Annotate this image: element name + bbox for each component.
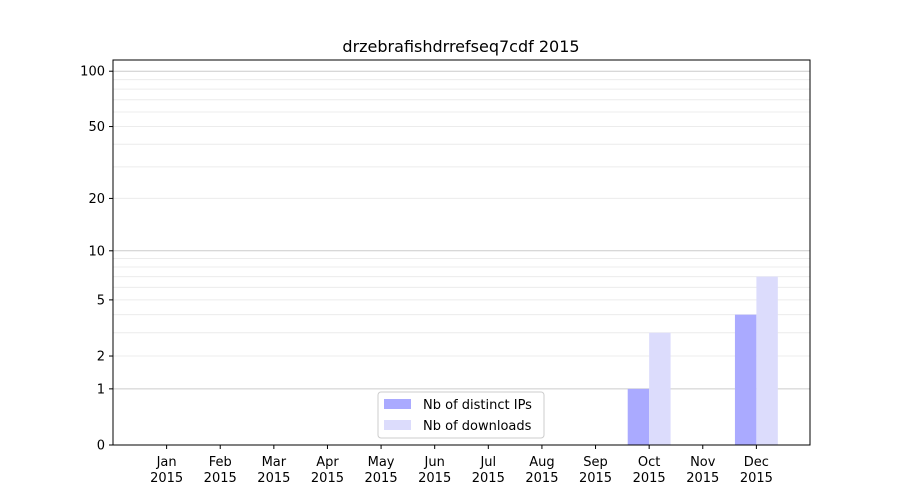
bar-downloads — [756, 276, 778, 445]
bars — [627, 276, 778, 445]
y-tick-label: 20 — [88, 192, 105, 207]
x-tick-label: 2015 — [740, 471, 773, 486]
y-tick-label: 2 — [97, 350, 105, 365]
y-tick-label: 100 — [80, 65, 105, 80]
x-tick-label: Oct — [638, 455, 660, 470]
x-axis: Jan2015Feb2015Mar2015Apr2015May2015Jun20… — [150, 445, 773, 486]
x-tick-label: 2015 — [525, 471, 558, 486]
bar-ips — [734, 314, 757, 445]
x-tick-label: 2015 — [311, 471, 344, 486]
x-tick-label: 2015 — [204, 471, 237, 486]
legend-swatch-ips — [384, 399, 411, 409]
x-tick-label: Mar — [262, 455, 287, 470]
legend-swatch-downloads — [384, 420, 411, 430]
x-tick-label: May — [368, 455, 395, 470]
plot-frame — [112, 59, 811, 446]
x-tick-label: Dec — [744, 455, 769, 470]
x-tick-label: 2015 — [257, 471, 290, 486]
chart-title: drzebrafishdrrefseq7cdf 2015 — [342, 37, 579, 56]
x-tick-label: 2015 — [150, 471, 183, 486]
y-tick-label: 10 — [88, 244, 105, 259]
y-tick-label: 1 — [97, 382, 105, 397]
x-tick-label: Aug — [529, 455, 554, 470]
y-tick-label: 50 — [88, 120, 105, 135]
x-tick-label: Apr — [316, 455, 339, 470]
legend-label-ips: Nb of distinct IPs — [423, 398, 532, 413]
y-tick-label: 5 — [97, 293, 105, 308]
grid — [113, 70, 810, 390]
legend-label-downloads: Nb of downloads — [423, 419, 532, 434]
x-tick-label: 2015 — [365, 471, 398, 486]
x-tick-label: Jul — [479, 455, 496, 470]
x-tick-label: 2015 — [579, 471, 612, 486]
x-tick-label: Jun — [424, 455, 445, 470]
y-tick-label: 0 — [97, 439, 105, 454]
x-tick-label: 2015 — [418, 471, 451, 486]
y-axis: 0 1 2 5 10 20 50 100 — [80, 65, 113, 454]
x-tick-label: Nov — [690, 455, 716, 470]
x-tick-label: Feb — [209, 455, 232, 470]
bar-downloads — [649, 332, 671, 445]
bar-ips — [627, 388, 650, 445]
x-tick-label: Sep — [583, 455, 608, 470]
legend-box — [377, 391, 545, 439]
x-tick-label: 2015 — [472, 471, 505, 486]
x-tick-label: 2015 — [686, 471, 719, 486]
x-tick-label: 2015 — [633, 471, 666, 486]
x-tick-label: Jan — [156, 455, 177, 470]
legend: Nb of distinct IPs Nb of downloads — [377, 391, 545, 439]
